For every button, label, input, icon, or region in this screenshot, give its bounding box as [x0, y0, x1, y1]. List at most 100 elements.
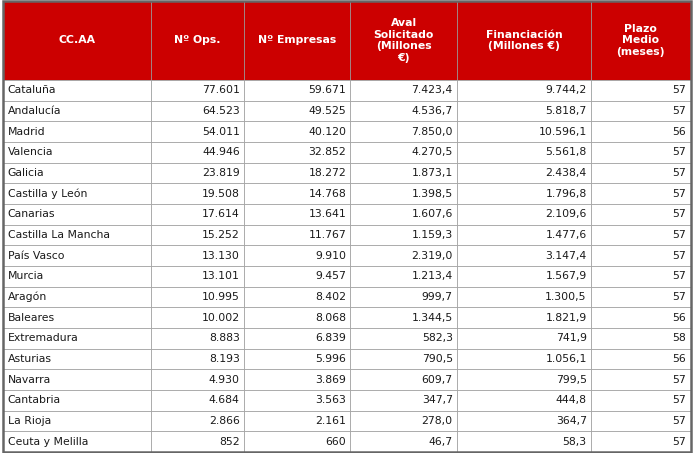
Bar	[457, 80, 591, 101]
Text: Asturias: Asturias	[8, 354, 51, 364]
Text: 2.161: 2.161	[315, 416, 346, 426]
Text: 347,7: 347,7	[422, 395, 452, 405]
Text: 1.796,8: 1.796,8	[545, 188, 586, 198]
Text: Valencia: Valencia	[8, 147, 53, 157]
Text: 1.567,9: 1.567,9	[545, 271, 586, 281]
Text: 1.159,3: 1.159,3	[412, 230, 452, 240]
Bar	[457, 431, 591, 452]
Bar	[244, 225, 350, 246]
Bar	[244, 369, 350, 390]
Text: 1.056,1: 1.056,1	[545, 354, 586, 364]
Text: Murcia: Murcia	[8, 271, 44, 281]
Text: 660: 660	[325, 437, 346, 447]
Bar	[350, 101, 457, 121]
Bar	[591, 246, 691, 266]
Text: Galicia: Galicia	[8, 168, 44, 178]
Text: 790,5: 790,5	[422, 354, 452, 364]
Bar	[151, 1, 244, 80]
Text: 2.866: 2.866	[209, 416, 240, 426]
Bar	[457, 246, 591, 266]
Text: 77.601: 77.601	[202, 85, 240, 95]
Text: 10.002: 10.002	[202, 313, 240, 323]
Text: 609,7: 609,7	[422, 375, 452, 385]
Text: 58: 58	[672, 333, 686, 343]
Text: 11.767: 11.767	[309, 230, 346, 240]
Bar	[244, 390, 350, 411]
Text: Cataluña: Cataluña	[8, 85, 56, 95]
Bar	[151, 390, 244, 411]
Bar	[350, 431, 457, 452]
Text: Castilla La Mancha: Castilla La Mancha	[8, 230, 110, 240]
Bar	[591, 1, 691, 80]
Text: 44.946: 44.946	[202, 147, 240, 157]
Bar	[151, 101, 244, 121]
Bar	[350, 390, 457, 411]
Bar	[3, 80, 151, 101]
Bar	[350, 369, 457, 390]
Text: 10.596,1: 10.596,1	[539, 126, 586, 136]
Text: 13.130: 13.130	[202, 251, 240, 260]
Bar	[3, 431, 151, 452]
Text: 23.819: 23.819	[202, 168, 240, 178]
Bar	[350, 183, 457, 204]
Text: 852: 852	[219, 437, 240, 447]
Bar	[244, 163, 350, 183]
Bar	[350, 204, 457, 225]
Bar	[350, 80, 457, 101]
Text: 1.344,5: 1.344,5	[412, 313, 452, 323]
Bar	[457, 266, 591, 287]
Bar	[151, 411, 244, 431]
Text: 14.768: 14.768	[309, 188, 346, 198]
Text: Nº Ops.: Nº Ops.	[174, 35, 221, 45]
Bar	[591, 431, 691, 452]
Text: 7.850,0: 7.850,0	[412, 126, 452, 136]
Text: 9.744,2: 9.744,2	[545, 85, 586, 95]
Bar	[457, 1, 591, 80]
Bar	[244, 287, 350, 307]
Text: 5.996: 5.996	[315, 354, 346, 364]
Bar	[457, 349, 591, 369]
Text: 57: 57	[672, 292, 686, 302]
Text: 2.438,4: 2.438,4	[545, 168, 586, 178]
Text: 57: 57	[672, 271, 686, 281]
Text: 4.684: 4.684	[209, 395, 240, 405]
Text: 19.508: 19.508	[202, 188, 240, 198]
Text: 8.402: 8.402	[315, 292, 346, 302]
Bar	[151, 204, 244, 225]
Bar	[3, 163, 151, 183]
Text: Castilla y León: Castilla y León	[8, 188, 87, 199]
Text: 4.270,5: 4.270,5	[412, 147, 452, 157]
Text: 444,8: 444,8	[556, 395, 586, 405]
Bar	[457, 225, 591, 246]
Text: 57: 57	[672, 230, 686, 240]
Bar	[457, 411, 591, 431]
Bar	[591, 349, 691, 369]
Bar	[244, 349, 350, 369]
Bar	[457, 307, 591, 328]
Bar	[591, 225, 691, 246]
Bar	[3, 1, 151, 80]
Text: 6.839: 6.839	[315, 333, 346, 343]
Text: 1.398,5: 1.398,5	[412, 188, 452, 198]
Text: 2.319,0: 2.319,0	[412, 251, 452, 260]
Bar	[457, 183, 591, 204]
Bar	[350, 287, 457, 307]
Bar	[244, 80, 350, 101]
Bar	[591, 163, 691, 183]
Text: 364,7: 364,7	[556, 416, 586, 426]
Bar	[350, 225, 457, 246]
Text: 57: 57	[672, 375, 686, 385]
Bar	[457, 142, 591, 163]
Bar	[591, 390, 691, 411]
Bar	[3, 390, 151, 411]
Bar	[350, 142, 457, 163]
Text: Andalucía: Andalucía	[8, 106, 61, 116]
Text: 3.147,4: 3.147,4	[545, 251, 586, 260]
Text: Aval
Solicitado
(Millones
€): Aval Solicitado (Millones €)	[373, 18, 434, 63]
Bar	[350, 411, 457, 431]
Bar	[3, 349, 151, 369]
Bar	[151, 266, 244, 287]
Bar	[350, 328, 457, 349]
Text: 278,0: 278,0	[422, 416, 452, 426]
Bar	[151, 246, 244, 266]
